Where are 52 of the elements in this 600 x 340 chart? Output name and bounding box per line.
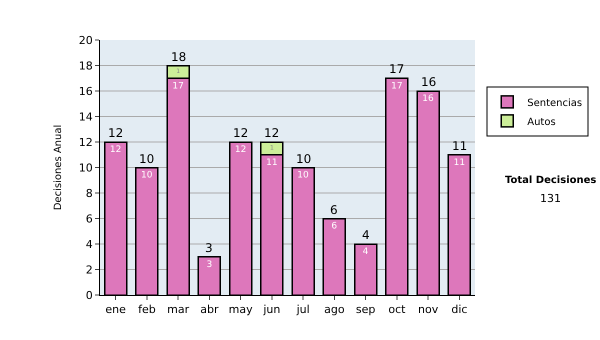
text: Total Decisiones (505, 175, 596, 186)
x-tick-label: abr (200, 303, 219, 316)
x-tick-label: ago (324, 303, 345, 316)
total-label: 12 (108, 126, 124, 140)
data-label: 12 (110, 145, 122, 155)
x-tick-label: jul (296, 303, 310, 316)
y-tick-label: 6 (86, 212, 93, 226)
y-tick-label: 14 (78, 110, 93, 124)
x-tick-label: mar (167, 303, 190, 316)
total-label: 12 (233, 126, 248, 140)
y-tick-label: 8 (86, 186, 93, 200)
legend-label: Sentencias (527, 98, 582, 109)
total-label: 4 (362, 228, 370, 242)
total-label: 3 (205, 241, 213, 255)
x-tick-label: may (228, 303, 254, 316)
x-tick-label: ene (105, 303, 126, 316)
data-label: 16 (422, 94, 434, 104)
x-tick-label: nov (418, 303, 439, 316)
x-tick-label: oct (388, 303, 406, 316)
x-tick-label: dic (451, 303, 468, 316)
total-label: 11 (452, 139, 468, 153)
y-tick-label: 2 (86, 263, 93, 276)
x-tick-label: feb (138, 303, 156, 316)
total-label: 10 (296, 152, 312, 166)
total-label: 17 (389, 62, 404, 76)
y-tick-label: 10 (78, 161, 93, 174)
data-label: 17 (391, 81, 403, 92)
total-label: 10 (139, 152, 154, 166)
y-tick-label: 20 (78, 34, 93, 47)
data-label: 10 (297, 170, 309, 180)
x-tick-label: sep (356, 303, 376, 316)
data-label: 6 (331, 222, 338, 232)
legend-label: Autos (527, 116, 556, 128)
data-label: 11 (266, 158, 278, 168)
y-tick-label: 0 (86, 288, 93, 302)
y-tick-label: 16 (78, 84, 93, 98)
data-label: 4 (362, 247, 369, 257)
y-tick-label: 12 (78, 136, 93, 149)
x-tick-label: jun (262, 303, 280, 316)
total-label: 12 (264, 126, 280, 140)
data-label: 12 (234, 145, 246, 155)
data-label: 10 (141, 170, 153, 180)
data-label: 11 (454, 158, 466, 168)
text: 131 (540, 192, 561, 205)
y-axis-title: Decisiones Anual (52, 124, 64, 210)
data-label: 3 (206, 260, 212, 270)
total-label: 18 (171, 50, 186, 64)
data-label: 17 (172, 81, 184, 92)
y-tick-label: 4 (86, 238, 93, 251)
y-tick-label: 18 (78, 59, 93, 72)
total-label: 16 (421, 75, 436, 89)
total-label: 6 (330, 203, 338, 217)
